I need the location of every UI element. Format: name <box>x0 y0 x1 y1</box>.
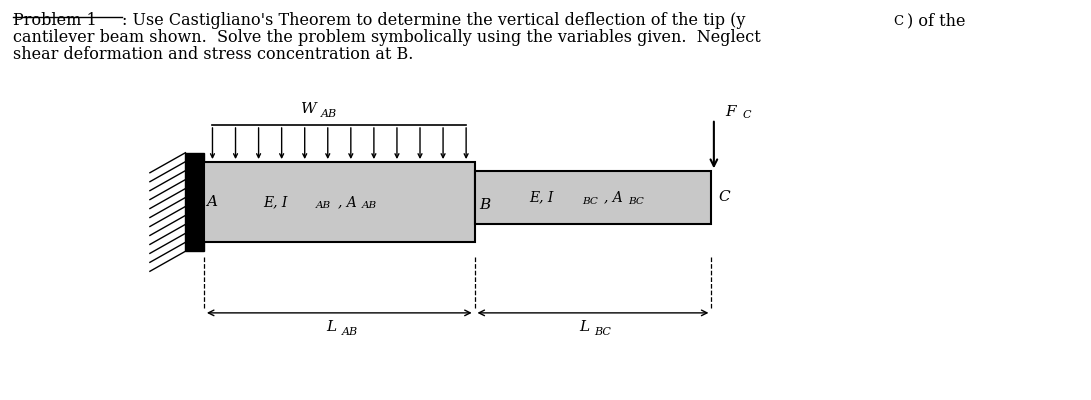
Text: , A: , A <box>604 190 623 204</box>
Text: B: B <box>479 198 490 212</box>
Bar <box>204 162 475 242</box>
Text: C: C <box>718 190 730 204</box>
Text: AB: AB <box>362 201 377 210</box>
Text: BC: BC <box>582 196 598 206</box>
Text: ) of the: ) of the <box>907 12 966 29</box>
Text: : Use Castigliano's Theorem to determine the vertical deflection of the tip (y: : Use Castigliano's Theorem to determine… <box>122 12 745 29</box>
Text: F: F <box>724 105 735 119</box>
Text: A: A <box>206 195 217 209</box>
Text: E, I: E, I <box>529 190 554 204</box>
Text: AB: AB <box>321 109 337 119</box>
Bar <box>475 171 711 224</box>
Text: C: C <box>743 110 751 120</box>
Text: Problem 1: Problem 1 <box>13 12 97 29</box>
Bar <box>185 153 204 251</box>
Text: AB: AB <box>341 327 358 337</box>
Text: L: L <box>579 320 589 334</box>
Text: C: C <box>894 15 903 28</box>
Text: shear deformation and stress concentration at B.: shear deformation and stress concentrati… <box>13 46 413 63</box>
Text: AB: AB <box>315 201 331 210</box>
Text: BC: BC <box>628 196 645 206</box>
Text: cantilever beam shown.  Solve the problem symbolically using the variables given: cantilever beam shown. Solve the problem… <box>13 29 760 46</box>
Text: E, I: E, I <box>263 195 288 209</box>
Text: W: W <box>301 102 316 116</box>
Text: , A: , A <box>337 195 357 209</box>
Text: BC: BC <box>595 327 612 337</box>
Text: L: L <box>326 320 336 334</box>
